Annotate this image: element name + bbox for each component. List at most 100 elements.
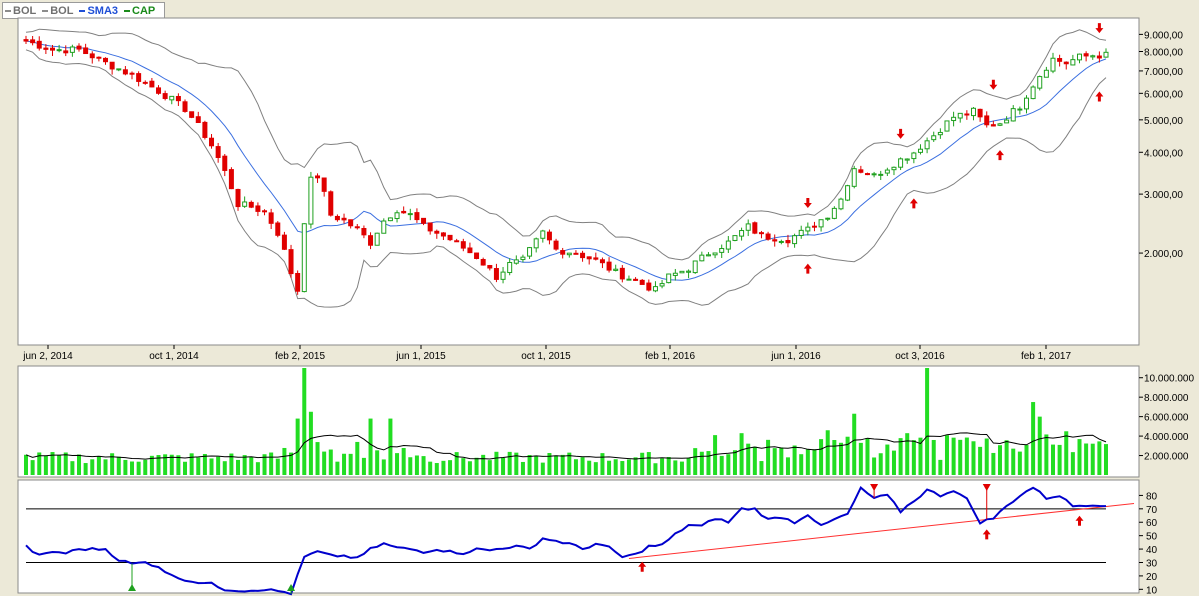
volume-bar: [958, 439, 963, 475]
volume-bar: [944, 435, 949, 475]
price-plot: [23, 23, 1109, 308]
candle-body: [334, 215, 340, 221]
candle-body: [1096, 55, 1102, 59]
candle-body: [666, 273, 672, 284]
volume-bar: [123, 459, 128, 475]
buy-signal-arrow: [1095, 91, 1104, 102]
volume-bar: [1050, 444, 1055, 475]
volume-bar: [96, 456, 101, 475]
candle-body: [917, 148, 923, 153]
candle-body: [712, 252, 718, 256]
candle-body: [977, 108, 983, 118]
volume-bar: [1057, 444, 1062, 475]
volume-bar: [467, 461, 472, 475]
candle-body: [613, 268, 619, 271]
candle-body: [175, 95, 181, 102]
candle-body: [76, 45, 82, 50]
candle-body: [831, 207, 837, 219]
volume-bar: [428, 461, 433, 475]
sell-signal-arrow: [1095, 23, 1104, 34]
volume-bar: [759, 461, 764, 475]
candle-body: [182, 101, 188, 112]
candle-body: [619, 267, 625, 280]
volume-bar: [408, 457, 413, 475]
y-tick-label: 9.000,00: [1144, 30, 1183, 41]
volume-bar: [1064, 431, 1069, 475]
candle-body: [407, 213, 413, 216]
candle-body: [222, 155, 228, 171]
candle-body: [434, 230, 440, 234]
sell-signal-arrow: [989, 79, 998, 90]
x-axis: jun 2, 2014 oct 1, 2014 feb 2, 2015 jun 1, …: [22, 345, 1071, 362]
volume-bar: [799, 454, 804, 475]
legend-label: CAP: [132, 4, 156, 17]
candle-body: [692, 260, 698, 274]
volume-bar: [24, 454, 28, 475]
volume-bar: [766, 439, 771, 475]
volume-bar: [997, 445, 1002, 475]
volume-bar: [931, 439, 936, 475]
volume-bar: [1077, 439, 1082, 475]
candle-body: [467, 247, 473, 254]
candle-body: [255, 205, 261, 212]
candle-body: [387, 217, 393, 222]
volume-bar: [1104, 444, 1108, 475]
y-tick-label: 20: [1146, 572, 1158, 583]
volume-bar: [1004, 440, 1009, 475]
y-tick-label: 2.000,00: [1144, 249, 1183, 260]
y-tick-label: 30: [1146, 558, 1158, 569]
candle-body: [1090, 55, 1096, 58]
volume-bar: [1011, 448, 1016, 475]
candle-body: [725, 240, 731, 250]
volume-bar: [43, 455, 48, 475]
volume-bar: [454, 452, 459, 475]
legend-item-cap[interactable]: CAP: [124, 5, 155, 17]
volume-bar: [501, 457, 506, 475]
volume-bar: [355, 441, 360, 475]
volume-bar: [567, 452, 572, 475]
volume-bar: [838, 442, 843, 475]
legend-swatch: [42, 9, 49, 12]
volume-bar: [752, 446, 757, 475]
volume-bar: [547, 453, 552, 475]
buy-signal-arrow: [909, 198, 918, 209]
volume-bar: [202, 454, 207, 475]
volume-bar: [30, 460, 35, 475]
volume-bar: [375, 450, 380, 475]
candle-body: [586, 256, 592, 260]
legend-item-bol-lower[interactable]: BOL: [42, 5, 73, 17]
candle-body: [195, 116, 201, 124]
candle-body: [864, 173, 870, 176]
volume-bar: [57, 455, 62, 475]
y-tick-label: 4.000,00: [1144, 148, 1183, 159]
candle-body: [765, 233, 771, 240]
volume-bar: [229, 453, 234, 475]
candle-body: [421, 217, 427, 224]
candle-body: [348, 219, 354, 227]
sell-marker-triangle: [870, 484, 879, 491]
volume-bar: [819, 439, 824, 475]
candle-body: [911, 152, 917, 160]
candle-body: [96, 56, 102, 59]
volume-bar: [891, 450, 896, 475]
bollinger-upper-line: [25, 28, 1107, 261]
candle-body: [295, 272, 301, 292]
candle-body: [454, 240, 460, 243]
volume-bar: [825, 430, 830, 475]
volume-bar: [527, 455, 532, 475]
candle-body: [1010, 108, 1016, 122]
candle-body: [1050, 57, 1056, 72]
sell-signal-arrow: [803, 197, 812, 208]
candle-body: [593, 257, 599, 260]
volume-bar: [613, 459, 618, 475]
legend-item-bol-upper[interactable]: BOL: [5, 5, 36, 17]
candle-body: [997, 123, 1003, 126]
candle-body: [103, 57, 109, 63]
rsi-up-arrow: [1075, 515, 1084, 526]
candle-body: [248, 201, 254, 208]
candle-body: [798, 229, 804, 237]
candle-body: [699, 254, 705, 262]
volume-bar: [63, 452, 68, 475]
candle-body: [838, 198, 844, 210]
legend-item-sma3[interactable]: SMA3: [79, 5, 118, 17]
